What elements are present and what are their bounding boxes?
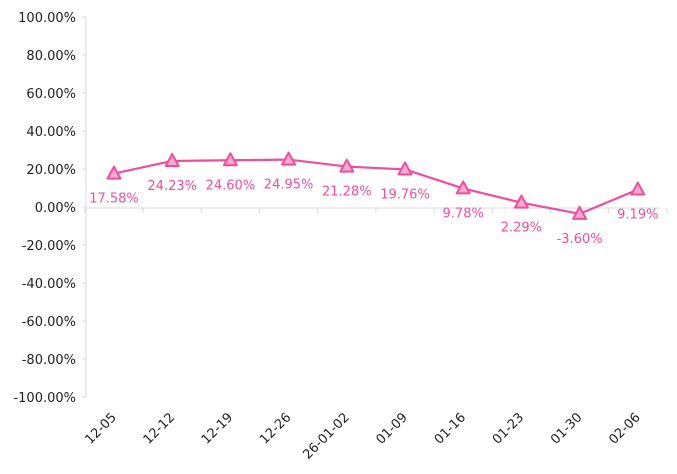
y-tick-label: -40.00% [22,277,76,292]
triangle-marker [164,152,180,167]
x-tick-label: 12-12 [141,410,178,447]
data-label: 9.19% [617,208,658,223]
y-tick-label: 100.00% [18,11,76,26]
x-tick-label: 26-01-02 [300,410,352,462]
triangle-marker [397,161,413,176]
data-label: 21.28% [322,185,372,200]
y-tick-label: 60.00% [26,87,76,102]
y-axis-ticks: 100.00% 80.00% 60.00% 40.00% 20.00% 0.00% -20.… [13,11,86,406]
y-tick-label: 0.00% [35,201,76,216]
x-tick-label: 12-19 [199,410,236,447]
triangle-marker [106,165,122,180]
series-line [113,158,639,215]
data-label: 24.60% [206,178,256,193]
y-tick-label: 20.00% [26,163,76,178]
data-label: 24.95% [264,178,314,193]
y-tick-label: -100.00% [13,391,76,406]
y-tick-label: -20.00% [22,239,76,254]
data-label: 9.78% [443,206,484,221]
data-label: -3.60% [557,232,603,247]
x-tick-label: 02-06 [606,410,643,447]
data-label: 17.58% [89,192,139,207]
data-label: 24.23% [147,179,197,194]
triangle-marker [281,151,297,166]
triangle-marker [339,158,355,173]
triangle-marker [455,180,471,195]
series-group [106,151,646,220]
data-label: 2.29% [501,221,542,236]
x-tick-label: 12-26 [257,410,294,447]
y-tick-label: -80.00% [22,353,76,368]
data-label: 19.76% [380,187,430,202]
y-tick-label: -60.00% [22,315,76,330]
y-tick-label: 80.00% [26,49,76,64]
x-tick-label: 01-09 [374,410,411,447]
triangle-marker [222,152,238,167]
y-tick-label: 40.00% [26,125,76,140]
triangle-marker [572,205,588,220]
x-tick-label: 01-23 [490,410,527,447]
x-tick-label: 12-05 [83,410,120,447]
triangle-marker [630,181,646,196]
data-labels: 17.58% 24.23% 24.60% 24.95% 21.28% 19.76% 9.78… [89,178,658,247]
triangle-marker [513,194,529,209]
x-tick-label: 01-30 [548,410,585,447]
x-tick-label: 01-16 [432,410,469,447]
